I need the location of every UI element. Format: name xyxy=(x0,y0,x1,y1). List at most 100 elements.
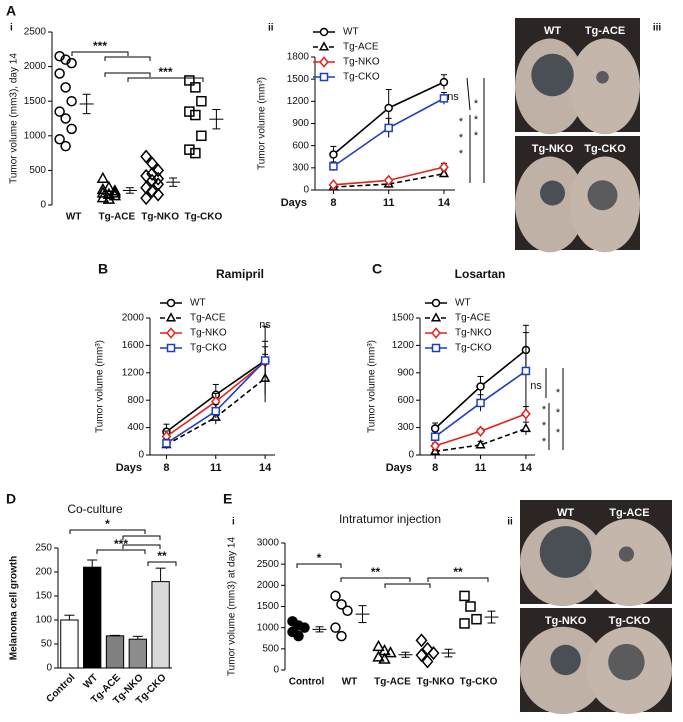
y-tick-label: 0 xyxy=(303,185,309,196)
data-point xyxy=(438,167,450,178)
x-tick-label: 8 xyxy=(330,197,336,209)
bar xyxy=(83,566,102,669)
panel-label: A xyxy=(6,3,16,19)
data-point xyxy=(54,134,65,145)
data-point xyxy=(152,163,165,178)
y-tick-label: 500 xyxy=(29,165,46,176)
y-tick-label: 1500 xyxy=(24,96,47,107)
data-point xyxy=(108,186,122,198)
data-point xyxy=(184,106,195,117)
significance-bracket xyxy=(104,56,151,61)
data-point xyxy=(372,650,385,662)
data-point xyxy=(330,590,341,602)
y-tick-label: 2000 xyxy=(257,580,280,591)
y-tick-label: 1200 xyxy=(287,96,310,107)
chart-title: Losartan xyxy=(455,267,506,281)
chart-title: Intratumor injection xyxy=(339,512,441,526)
data-point xyxy=(421,654,434,669)
data-point xyxy=(336,630,347,642)
y-tick-label: 300 xyxy=(397,422,414,433)
annotation: * xyxy=(459,132,464,144)
data-point xyxy=(378,652,391,664)
data-point xyxy=(465,601,476,612)
x-tick-label: Tg-NKO xyxy=(141,212,179,223)
y-axis-label: Tumor volume (mm³) xyxy=(367,340,378,433)
x-tick-label: Tg-NKO xyxy=(417,677,455,688)
x-tick-label: 11 xyxy=(383,197,395,209)
panel-label: C xyxy=(372,261,382,277)
x-tick-label: 14 xyxy=(438,197,451,209)
y-tick-label: 900 xyxy=(292,118,309,129)
annotation: ns xyxy=(447,91,459,103)
y-tick-label: 1600 xyxy=(122,340,145,351)
chart-title: Co-culture xyxy=(67,502,123,516)
data-point xyxy=(475,425,486,437)
data-point xyxy=(54,68,65,79)
x-tick-label: 11 xyxy=(475,462,487,474)
y-tick-label: 200 xyxy=(35,567,52,578)
legend-label: Tg-CKO xyxy=(455,343,492,354)
photo-label: Tg-NKO xyxy=(532,143,574,155)
data-point xyxy=(96,186,110,198)
data-point xyxy=(342,605,353,616)
x-tick-label: WT xyxy=(81,672,100,691)
data-point xyxy=(384,103,393,113)
photo-skin xyxy=(586,518,672,607)
data-point xyxy=(336,599,347,610)
x-tick-label: 14 xyxy=(259,462,272,474)
annotation: ns xyxy=(530,380,542,392)
annotation: * xyxy=(556,407,561,419)
legend-marker xyxy=(166,343,176,353)
data-point xyxy=(293,630,304,642)
data-point xyxy=(476,382,485,391)
annotation: ns xyxy=(259,319,271,331)
photo-tumor xyxy=(550,644,581,676)
x-tick-label: Tg-ACE xyxy=(374,677,411,688)
y-tick-label: 800 xyxy=(127,395,144,406)
data-point xyxy=(66,95,77,107)
y-tick-label: 1000 xyxy=(24,130,47,141)
data-point xyxy=(184,75,195,86)
y-tick-label: 1200 xyxy=(392,340,415,351)
significance-bracket xyxy=(466,77,471,111)
chart-title: Ramipril xyxy=(216,267,264,281)
y-tick-label: 400 xyxy=(127,422,144,433)
data-point xyxy=(60,82,71,93)
data-point xyxy=(430,424,440,433)
data-point xyxy=(60,140,71,152)
x-axis-label: Days xyxy=(386,462,412,474)
data-point xyxy=(384,123,393,133)
x-tick-label: Control xyxy=(44,672,77,705)
subpanel-label: ii xyxy=(507,517,513,528)
data-point xyxy=(102,180,116,193)
legend-marker xyxy=(166,327,176,339)
data-point xyxy=(146,184,159,199)
x-tick-label: Tg-ACE xyxy=(99,212,136,223)
data-point xyxy=(146,166,159,181)
panel-label: B xyxy=(98,261,108,277)
legend-label: Tg-CKO xyxy=(190,343,227,354)
y-tick-label: 0 xyxy=(46,663,52,674)
legend-label: Tg-ACE xyxy=(190,313,226,324)
legend-marker xyxy=(431,343,441,353)
y-tick-label: 50 xyxy=(41,639,53,650)
x-tick-label: Tg-CKO xyxy=(184,212,222,223)
data-point xyxy=(520,422,532,433)
data-point xyxy=(415,648,428,663)
y-tick-label: 150 xyxy=(35,591,52,602)
y-tick-label: 1800 xyxy=(287,52,310,63)
annotation: * xyxy=(459,148,464,160)
legend-marker xyxy=(430,312,442,322)
photo-label: Tg-CKO xyxy=(609,615,651,627)
x-tick-label: 8 xyxy=(163,462,169,474)
annotation: * xyxy=(542,436,547,448)
annotation: * xyxy=(474,114,479,126)
data-point xyxy=(96,182,110,195)
y-tick-label: 3000 xyxy=(257,538,280,549)
annotation: * xyxy=(474,98,479,110)
data-point xyxy=(439,161,449,173)
data-point xyxy=(196,130,207,142)
photo-tumor xyxy=(608,643,645,681)
significance-label: ** xyxy=(371,565,381,579)
